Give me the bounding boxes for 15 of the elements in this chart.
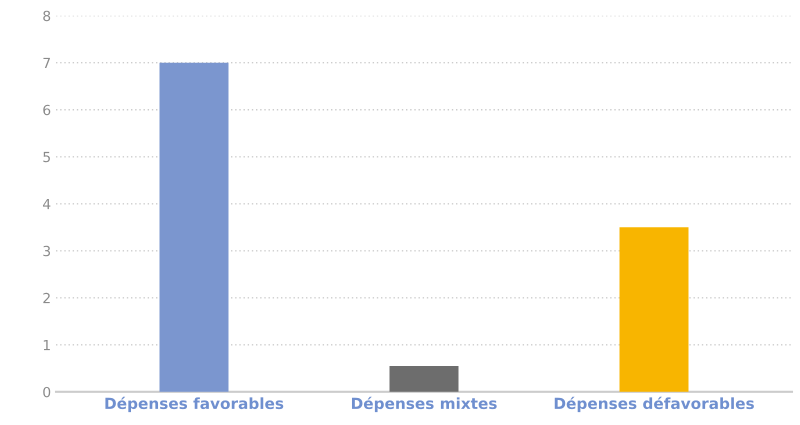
y-tick-label: 6: [43, 104, 50, 116]
y-tick-label: 0: [43, 386, 50, 398]
y-tick-label: 7: [43, 58, 50, 68]
y-tick-label: 3: [43, 246, 50, 256]
y-tick-label: 8: [43, 10, 50, 22]
bar: [390, 366, 458, 392]
y-tick-label: 4: [42, 198, 50, 210]
x-tick-label: Dépenses défavorables: [554, 396, 754, 412]
bar: [620, 227, 688, 392]
bar: [160, 62, 228, 392]
y-tick-label: 5: [43, 152, 50, 162]
y-tick-label: 1: [44, 340, 50, 350]
x-tick-label: Dépenses mixtes: [352, 396, 497, 412]
x-tick-label: Dépenses favorables: [105, 396, 284, 412]
y-tick-label: 2: [43, 292, 50, 304]
